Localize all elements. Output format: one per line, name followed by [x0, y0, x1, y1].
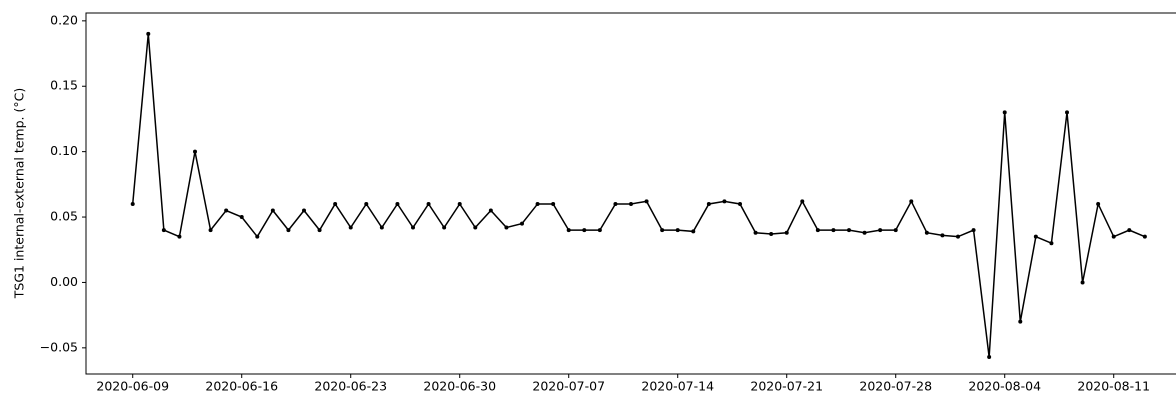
data-point [1080, 280, 1085, 285]
data-point [270, 208, 275, 213]
data-point [348, 225, 353, 230]
y-tick-label: 0.10 [50, 143, 78, 158]
data-point [1142, 234, 1147, 239]
data-point [239, 215, 244, 220]
data-point [1002, 110, 1007, 115]
y-axis-label: TSG1 internal-external temp. (°C) [12, 88, 27, 299]
data-point [208, 228, 213, 233]
data-point [706, 201, 711, 206]
data-line [131, 33, 1146, 358]
data-point [379, 225, 384, 230]
data-point [177, 234, 182, 239]
data-point [1111, 234, 1116, 239]
data-point [924, 230, 929, 235]
data-point [473, 225, 478, 230]
data-point [193, 149, 197, 154]
x-tick-label: 2020-07-14 [641, 379, 714, 394]
data-point [504, 225, 509, 230]
data-point [815, 228, 820, 233]
x-tick-label: 2020-08-11 [1077, 379, 1150, 394]
data-point [1127, 228, 1132, 233]
y-tick-label: 0.00 [50, 274, 78, 289]
data-point [675, 228, 680, 233]
data-point [893, 228, 898, 233]
data-point [722, 199, 727, 204]
data-point [878, 228, 883, 233]
x-tick-label: 2020-07-21 [750, 379, 823, 394]
data-point [613, 201, 618, 206]
data-point [691, 229, 696, 234]
data-point [956, 234, 960, 239]
data-point [1065, 110, 1069, 115]
data-point [987, 354, 992, 359]
data-point [940, 233, 945, 238]
x-tick-label: 2020-07-07 [532, 379, 605, 394]
data-point [302, 208, 306, 213]
data-point [566, 228, 571, 233]
data-point [862, 230, 867, 235]
data-point [333, 201, 338, 206]
x-tick-label: 2020-06-09 [96, 379, 169, 394]
data-point [146, 31, 151, 36]
y-tick-label: 0.20 [50, 12, 78, 27]
x-tick-label: 2020-06-16 [205, 379, 278, 394]
data-point [161, 228, 166, 233]
x-tick-label: 2020-06-23 [314, 379, 387, 394]
data-point [364, 201, 369, 206]
data-point [1049, 241, 1054, 246]
data-point [457, 201, 462, 206]
data-point [317, 228, 322, 233]
data-point [847, 228, 851, 233]
data-point [629, 201, 633, 206]
y-tick-label: −0.05 [40, 339, 78, 354]
data-point [909, 199, 914, 204]
data-point [582, 228, 587, 233]
data-point [831, 228, 836, 233]
data-point [784, 230, 789, 235]
data-point [971, 228, 976, 233]
data-point [660, 228, 665, 233]
data-point [520, 221, 524, 226]
plot-frame [85, 12, 1176, 375]
data-point [800, 199, 805, 204]
data-point [1018, 319, 1023, 324]
data-point [442, 225, 447, 230]
data-point [1033, 234, 1038, 239]
data-point [597, 228, 602, 233]
data-point [738, 201, 742, 206]
data-point [1096, 201, 1101, 206]
data-point [130, 201, 135, 206]
data-point [535, 201, 540, 206]
x-tick-label: 2020-06-30 [423, 379, 496, 394]
data-point [551, 201, 556, 206]
x-tick-label: 2020-07-28 [859, 379, 932, 394]
data-point [224, 208, 229, 213]
y-tick-label: 0.15 [50, 78, 78, 93]
data-point [644, 199, 649, 204]
data-point [411, 225, 415, 230]
data-point [753, 230, 758, 235]
data-point [488, 208, 493, 213]
data-point [426, 201, 431, 206]
data-point [395, 201, 400, 206]
data-point [769, 232, 774, 237]
data-point [255, 234, 260, 239]
data-point [286, 228, 291, 233]
y-tick-label: 0.05 [50, 209, 78, 224]
x-tick-label: 2020-08-04 [968, 379, 1041, 394]
